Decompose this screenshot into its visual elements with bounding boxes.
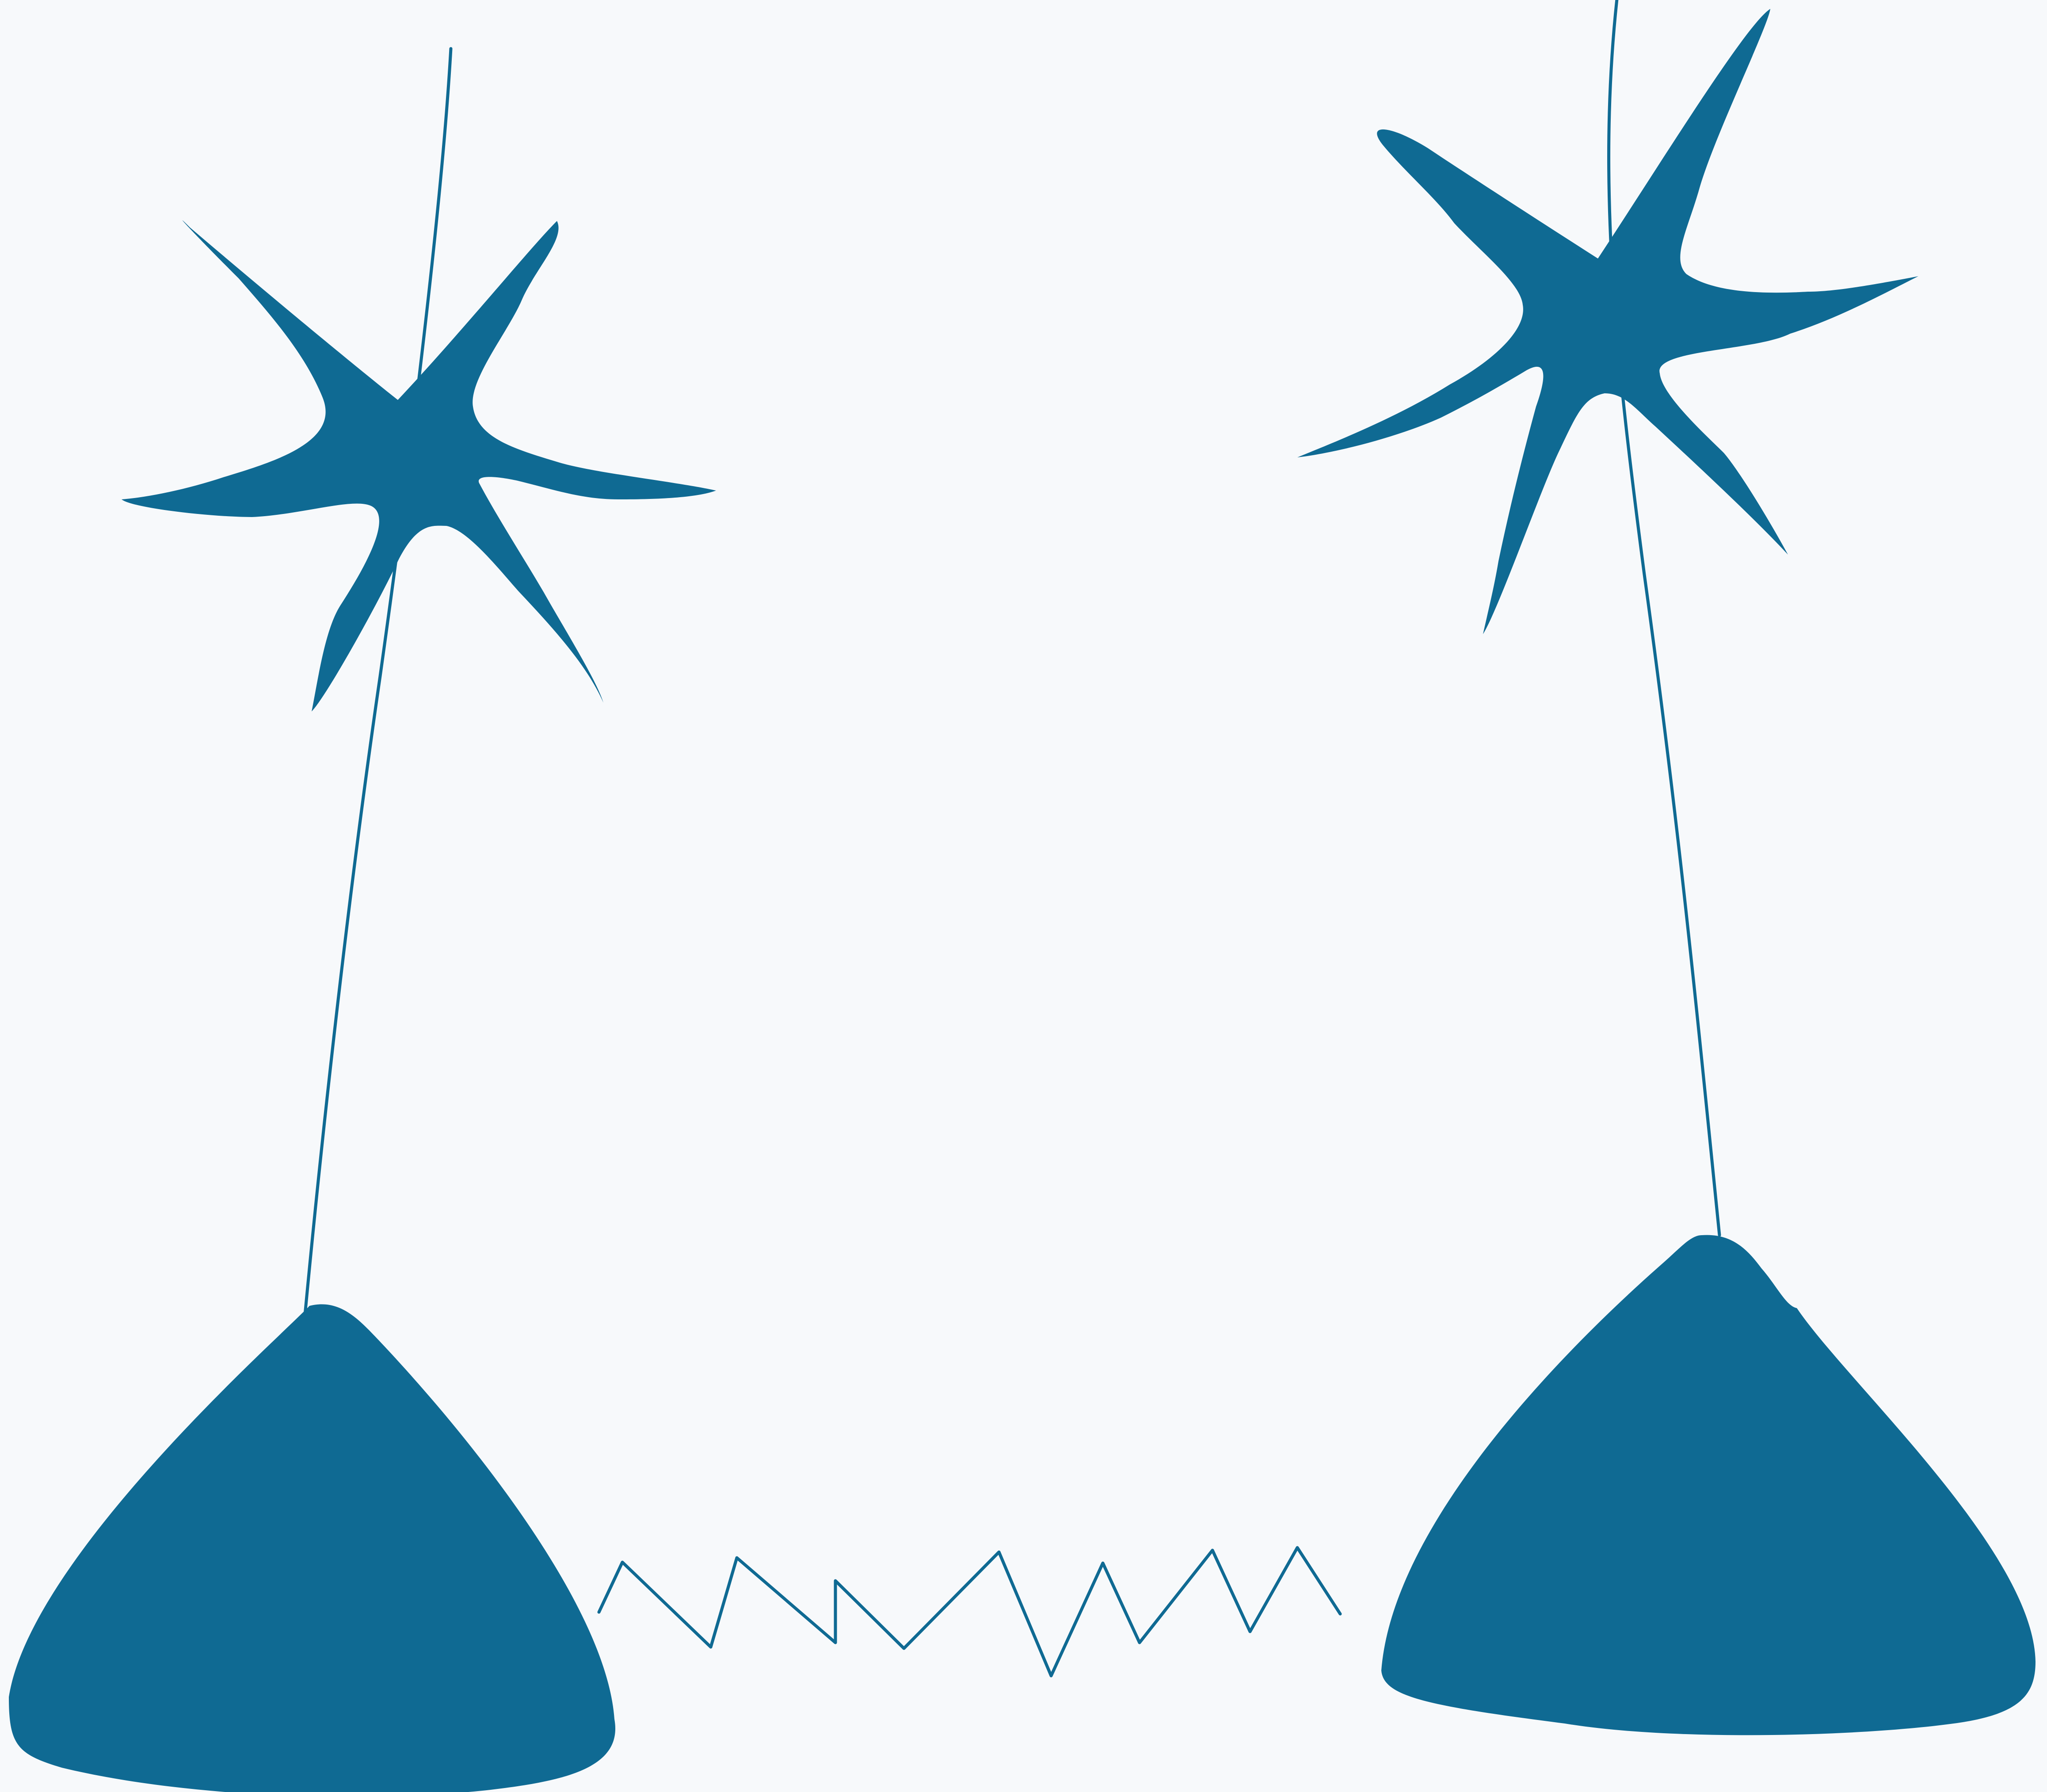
right-antenna-mast: [1607, 0, 1721, 1237]
right-antenna: [1297, 0, 2036, 1735]
right-antenna-star: [1297, 9, 1918, 634]
left-antenna-mast: [303, 47, 453, 1316]
left-antenna: [9, 47, 716, 1792]
left-antenna-base: [9, 1304, 615, 1792]
left-antenna-star: [122, 220, 716, 711]
signal-zigzag: [597, 1546, 1342, 1678]
right-antenna-base: [1381, 1235, 2036, 1735]
